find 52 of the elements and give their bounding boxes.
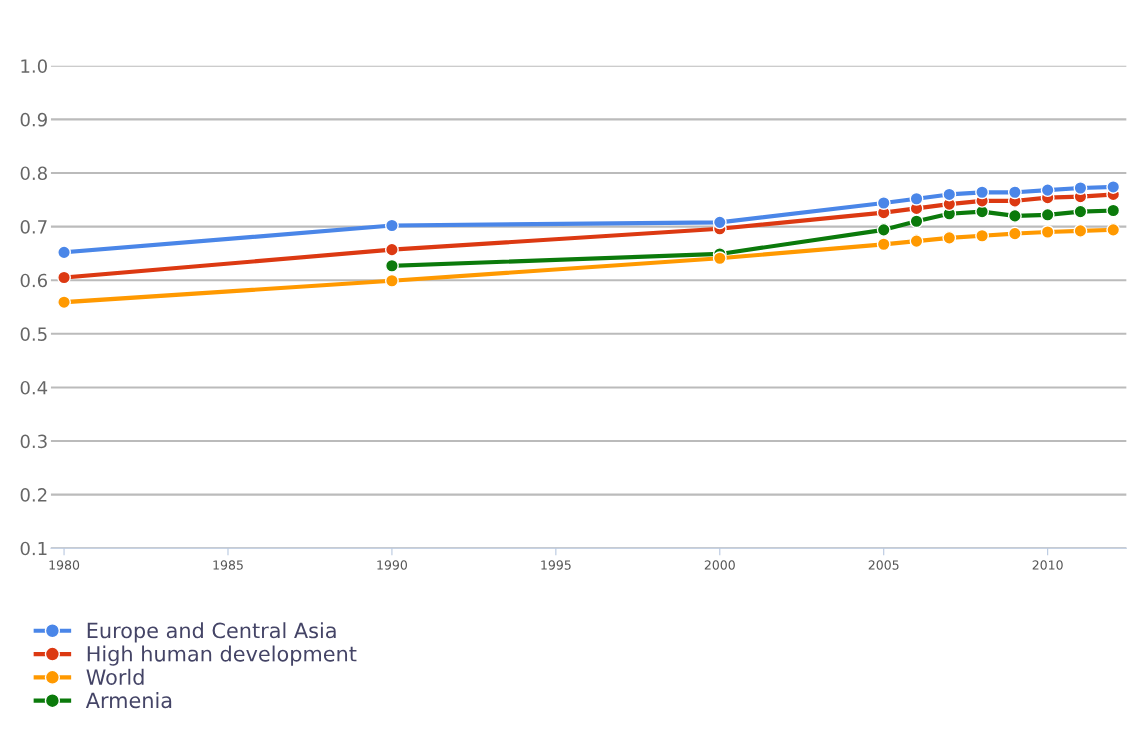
x-tick-label: 2010 bbox=[1032, 560, 1063, 570]
point bbox=[909, 214, 924, 229]
point bbox=[975, 185, 990, 200]
point bbox=[1073, 181, 1088, 195]
point bbox=[975, 228, 990, 243]
point bbox=[1040, 225, 1055, 239]
point bbox=[876, 196, 891, 210]
point bbox=[909, 191, 924, 206]
y-tick-label: 0.8 bbox=[20, 166, 47, 181]
point bbox=[909, 234, 924, 249]
y-tick-label: 0.2 bbox=[20, 488, 47, 502]
point bbox=[1040, 207, 1055, 222]
point bbox=[1073, 204, 1088, 219]
point bbox=[1040, 183, 1055, 198]
point bbox=[1106, 179, 1121, 194]
y-tick-label: 0.9 bbox=[20, 112, 47, 127]
point bbox=[57, 295, 71, 310]
point bbox=[1007, 208, 1022, 223]
point bbox=[1106, 222, 1121, 237]
x-tick-label: 2000 bbox=[704, 560, 735, 570]
x-tick-label: 1995 bbox=[541, 560, 571, 570]
point bbox=[57, 245, 71, 260]
point bbox=[1106, 203, 1121, 218]
x-tick-label: 1985 bbox=[213, 560, 243, 570]
point bbox=[1007, 226, 1022, 241]
y-tick-label: 1.0 bbox=[21, 59, 47, 73]
point bbox=[1073, 223, 1088, 238]
legend-label: World bbox=[86, 668, 144, 685]
y-tick-label: 0.4 bbox=[20, 380, 48, 395]
point bbox=[712, 215, 727, 230]
point bbox=[942, 230, 957, 245]
y-tick-label: 0.7 bbox=[20, 220, 47, 234]
x-tick-label: 1980 bbox=[49, 560, 80, 570]
point bbox=[942, 187, 957, 202]
point bbox=[384, 242, 399, 257]
y-tick-label: 0.5 bbox=[20, 327, 47, 341]
x-tick-label: 2005 bbox=[868, 560, 899, 570]
point bbox=[876, 222, 891, 237]
point bbox=[1007, 185, 1022, 200]
point bbox=[384, 273, 399, 288]
point bbox=[57, 270, 71, 285]
legend-label: High human development bbox=[87, 645, 357, 666]
y-tick-label: 0.3 bbox=[20, 434, 47, 449]
y-tick-label: 0.1 bbox=[20, 541, 47, 556]
legend-label: Armenia bbox=[85, 692, 172, 709]
point bbox=[384, 258, 399, 273]
point bbox=[876, 237, 891, 252]
x-tick-label: 1990 bbox=[377, 560, 407, 570]
legend-label: Europe and Central Asia bbox=[87, 622, 336, 643]
point bbox=[712, 251, 727, 266]
y-tick-label: 0.6 bbox=[20, 273, 48, 288]
point bbox=[384, 218, 399, 233]
